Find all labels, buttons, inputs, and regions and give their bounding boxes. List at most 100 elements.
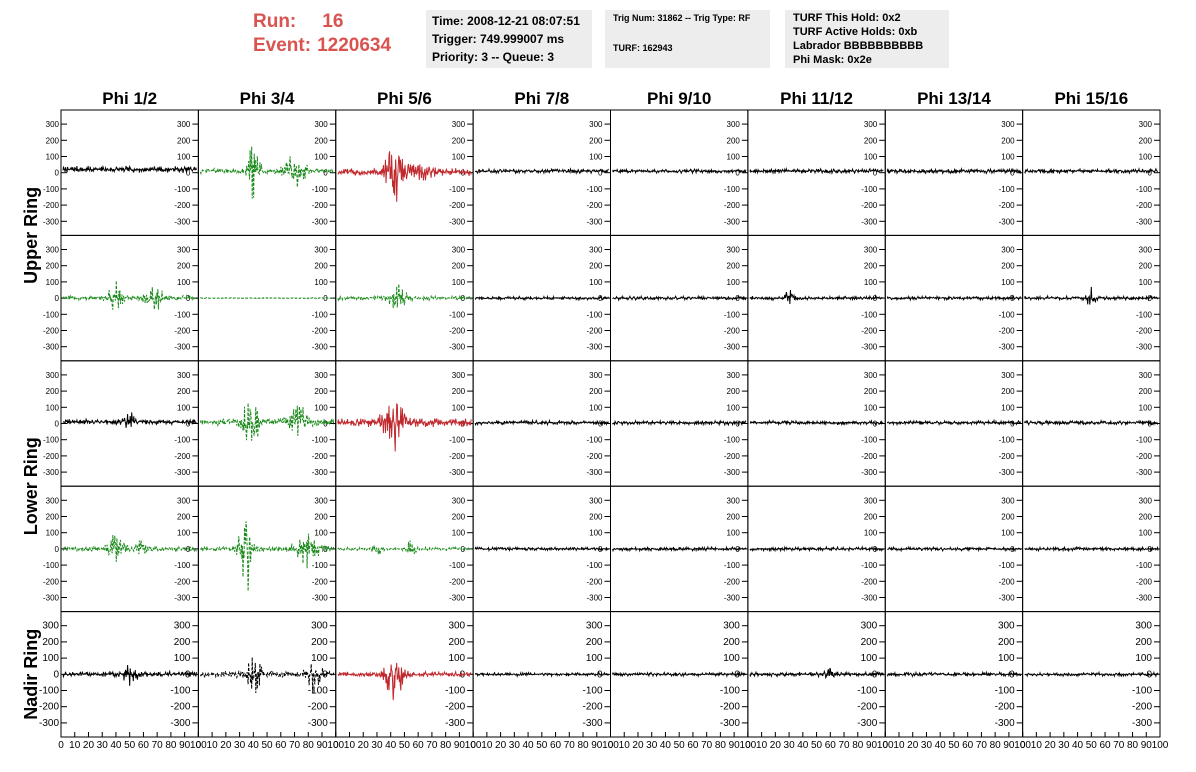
y-tick-label: 300 — [864, 246, 878, 255]
y-tick-label: -100 — [170, 686, 190, 697]
y-tick-label: -100 — [312, 561, 329, 570]
y-tick-label: 0 — [1010, 169, 1015, 178]
x-tick-label: 20 — [632, 740, 644, 751]
y-tick-label: -300 — [43, 468, 60, 477]
y-tick-label: -200 — [586, 452, 603, 461]
x-tick-label: 20 — [83, 740, 95, 751]
y-tick-label: -300 — [724, 217, 741, 226]
y-tick-label: 0 — [55, 294, 60, 303]
y-tick-label: -100 — [724, 185, 741, 194]
y-tick-label: -200 — [43, 577, 60, 586]
y-tick-label: 0 — [55, 420, 60, 429]
x-tick-label: 50 — [262, 740, 274, 751]
x-tick-label: 10 — [756, 740, 768, 751]
y-tick-label: -200 — [174, 201, 191, 210]
y-tick-label: -300 — [995, 718, 1015, 729]
y-tick-label: -300 — [861, 468, 878, 477]
y-tick-label: 100 — [177, 529, 191, 538]
y-tick-label: 100 — [1139, 153, 1153, 162]
y-tick-label: -200 — [39, 702, 59, 713]
x-tick-label: 40 — [523, 740, 535, 751]
y-tick-label: 100 — [589, 153, 603, 162]
y-tick-label: -300 — [312, 468, 329, 477]
y-tick-label: -100 — [999, 310, 1016, 319]
waveform-trace — [337, 662, 472, 701]
y-tick-label: -100 — [999, 436, 1016, 445]
x-tick-label: 70 — [426, 740, 438, 751]
y-tick-label: 200 — [448, 637, 465, 648]
x-tick-label: 10 — [619, 740, 631, 751]
column-title: Phi 1/2 — [102, 89, 157, 108]
y-tick-label: 300 — [314, 120, 328, 129]
y-tick-label: 300 — [46, 496, 60, 505]
y-tick-label: -200 — [999, 577, 1016, 586]
y-tick-label: 200 — [177, 387, 191, 396]
y-tick-label: 0 — [1009, 669, 1015, 680]
y-tick-label: 100 — [1139, 403, 1153, 412]
x-tick-label: 50 — [399, 740, 411, 751]
y-tick-label: 300 — [177, 496, 191, 505]
y-tick-label: -200 — [861, 577, 878, 586]
y-tick-label: 200 — [864, 513, 878, 522]
y-tick-label: -300 — [1136, 217, 1153, 226]
y-tick-label: 100 — [1139, 278, 1153, 287]
x-tick-label: 80 — [852, 740, 864, 751]
y-tick-label: 100 — [174, 653, 191, 664]
y-tick-label: -200 — [861, 327, 878, 336]
y-tick-label: -200 — [724, 201, 741, 210]
y-tick-label: 200 — [589, 387, 603, 396]
y-tick-label: 100 — [46, 403, 60, 412]
y-tick-label: 100 — [1001, 529, 1015, 538]
waveform-trace — [199, 146, 335, 199]
y-tick-label: 200 — [314, 387, 328, 396]
y-tick-label: 200 — [727, 387, 741, 396]
y-tick-label: -300 — [43, 217, 60, 226]
waveform-trace — [474, 167, 609, 176]
y-tick-label: -300 — [43, 343, 60, 352]
y-tick-label: 100 — [177, 403, 191, 412]
y-tick-label: 300 — [1001, 246, 1015, 255]
x-tick-label: 70 — [1113, 740, 1125, 751]
y-tick-label: 0 — [735, 294, 740, 303]
y-tick-label: -200 — [43, 327, 60, 336]
x-tick-label: 70 — [976, 740, 988, 751]
y-tick-label: -200 — [999, 201, 1016, 210]
y-tick-label: 100 — [589, 403, 603, 412]
waveform-trace — [199, 403, 335, 441]
x-tick-label: 30 — [509, 740, 521, 751]
y-tick-label: 100 — [448, 653, 465, 664]
y-tick-label: 300 — [1139, 246, 1153, 255]
y-tick-label: -100 — [1136, 436, 1153, 445]
waveform-trace — [337, 283, 472, 309]
y-tick-label: -100 — [1136, 561, 1153, 570]
y-tick-label: -100 — [308, 686, 328, 697]
turf-hold-line: TURF This Hold: 0x2 — [793, 12, 901, 24]
waveform-trace — [62, 280, 197, 310]
waveform-trace — [337, 403, 472, 452]
x-tick-label: 90 — [1141, 740, 1153, 751]
y-tick-label: 300 — [452, 496, 466, 505]
y-tick-label: 200 — [864, 136, 878, 145]
y-tick-label: 100 — [177, 278, 191, 287]
y-tick-label: 300 — [589, 371, 603, 380]
x-tick-label: 0 — [882, 740, 888, 751]
y-tick-label: -300 — [586, 217, 603, 226]
x-tick-label: 40 — [797, 740, 809, 751]
y-tick-label: 0 — [55, 169, 60, 178]
y-tick-label: -200 — [586, 577, 603, 586]
x-tick-label: 60 — [550, 740, 562, 751]
waveform-trace — [749, 166, 884, 176]
y-tick-label: -100 — [449, 561, 466, 570]
y-tick-label: 0 — [186, 169, 191, 178]
y-tick-label: -100 — [43, 310, 60, 319]
x-tick-label: 100 — [1152, 740, 1169, 751]
waveform-trace — [886, 670, 1022, 678]
x-tick-label: 30 — [921, 740, 933, 751]
x-tick-label: 70 — [838, 740, 850, 751]
y-tick-label: 300 — [864, 496, 878, 505]
y-tick-label: 100 — [452, 278, 466, 287]
waveform-trace — [1024, 286, 1158, 305]
waveform-trace — [1024, 670, 1159, 678]
waveform-trace — [337, 151, 472, 202]
y-tick-label: -200 — [720, 702, 740, 713]
